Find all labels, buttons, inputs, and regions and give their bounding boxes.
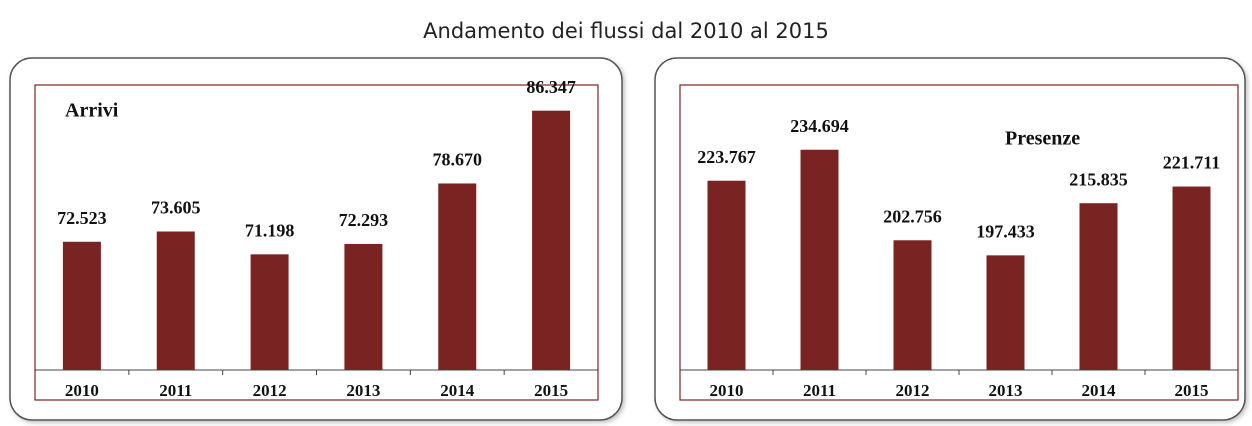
- x-tick-label: 2014: [440, 381, 475, 400]
- value-label: 221.711: [1163, 153, 1221, 173]
- x-tick-label: 2011: [159, 381, 192, 400]
- x-tick-label: 2010: [710, 381, 744, 400]
- value-label: 197.433: [976, 221, 1035, 241]
- bar: [800, 149, 839, 370]
- bar: [532, 110, 571, 371]
- x-tick-label: 2015: [1175, 381, 1209, 400]
- value-label: 215.835: [1069, 169, 1128, 189]
- x-tick-label: 2013: [989, 381, 1023, 400]
- bar: [156, 231, 195, 370]
- x-tick-label: 2015: [534, 381, 568, 400]
- page-title: Andamento dei flussi dal 2010 al 2015: [423, 19, 829, 43]
- value-label: 234.694: [790, 116, 849, 136]
- x-tick-label: 2011: [803, 381, 836, 400]
- x-tick-label: 2012: [896, 381, 930, 400]
- value-label: 72.293: [339, 210, 389, 230]
- bar: [1172, 186, 1211, 370]
- bar: [62, 241, 101, 370]
- x-tick-label: 2012: [253, 381, 287, 400]
- value-label: 71.198: [245, 220, 295, 240]
- bar: [893, 240, 932, 370]
- bar: [438, 183, 477, 370]
- value-label: 223.767: [697, 147, 756, 167]
- bar: [1079, 203, 1118, 370]
- bar: [707, 180, 746, 370]
- bar: [250, 254, 289, 370]
- value-label: 78.670: [433, 150, 483, 170]
- plot-frame: [679, 84, 1239, 401]
- panel-title: Arrivi: [65, 100, 119, 122]
- panel-title: Presenze: [1005, 128, 1080, 150]
- value-label: 202.756: [883, 206, 942, 226]
- x-tick-label: 2014: [1082, 381, 1117, 400]
- value-label: 72.523: [57, 208, 107, 228]
- plot-frame: [34, 84, 599, 401]
- bar: [344, 243, 383, 370]
- value-label: 73.605: [151, 198, 201, 218]
- bar: [986, 255, 1025, 370]
- value-label: 86.347: [526, 77, 576, 97]
- x-tick-label: 2010: [65, 381, 99, 400]
- x-tick-label: 2013: [346, 381, 380, 400]
